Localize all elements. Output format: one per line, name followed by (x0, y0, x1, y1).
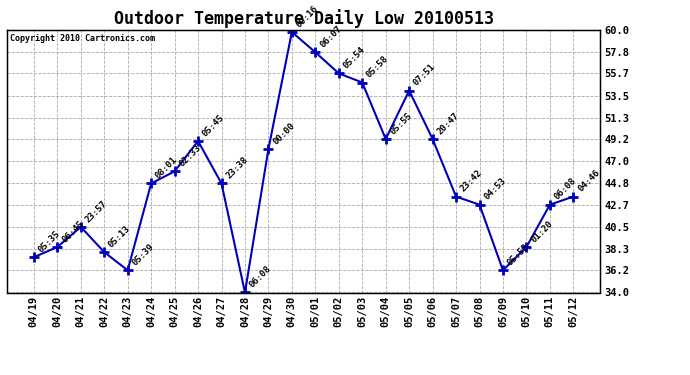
Text: 06:08: 06:08 (553, 177, 578, 202)
Text: 07:51: 07:51 (412, 62, 437, 88)
Text: 05:45: 05:45 (201, 113, 226, 138)
Text: 08:01: 08:01 (154, 155, 179, 181)
Text: 05:35: 05:35 (37, 229, 62, 254)
Text: 00:00: 00:00 (271, 121, 297, 146)
Text: 01:20: 01:20 (529, 219, 555, 244)
Text: 23:42: 23:42 (459, 168, 484, 194)
Text: 05:54: 05:54 (342, 45, 367, 70)
Text: 05:52: 05:52 (506, 242, 531, 267)
Text: 06:07: 06:07 (318, 24, 344, 50)
Text: 06:08: 06:08 (248, 264, 273, 290)
Text: 05:55: 05:55 (388, 111, 414, 136)
Text: 05:58: 05:58 (365, 54, 391, 80)
Text: 04:46: 04:46 (576, 168, 602, 194)
Text: 05:39: 05:39 (130, 242, 156, 267)
Text: 04:53: 04:53 (482, 177, 508, 202)
Text: 05:13: 05:13 (107, 224, 132, 249)
Text: Copyright 2010 Cartronics.com: Copyright 2010 Cartronics.com (10, 34, 155, 43)
Text: 06:45: 06:45 (60, 219, 86, 244)
Text: 00:16: 00:16 (295, 4, 320, 29)
Text: 23:38: 23:38 (224, 155, 250, 181)
Title: Outdoor Temperature Daily Low 20100513: Outdoor Temperature Daily Low 20100513 (114, 9, 493, 28)
Text: 23:57: 23:57 (83, 199, 109, 224)
Text: 20:47: 20:47 (435, 111, 461, 136)
Text: 02:33: 02:33 (177, 143, 203, 169)
